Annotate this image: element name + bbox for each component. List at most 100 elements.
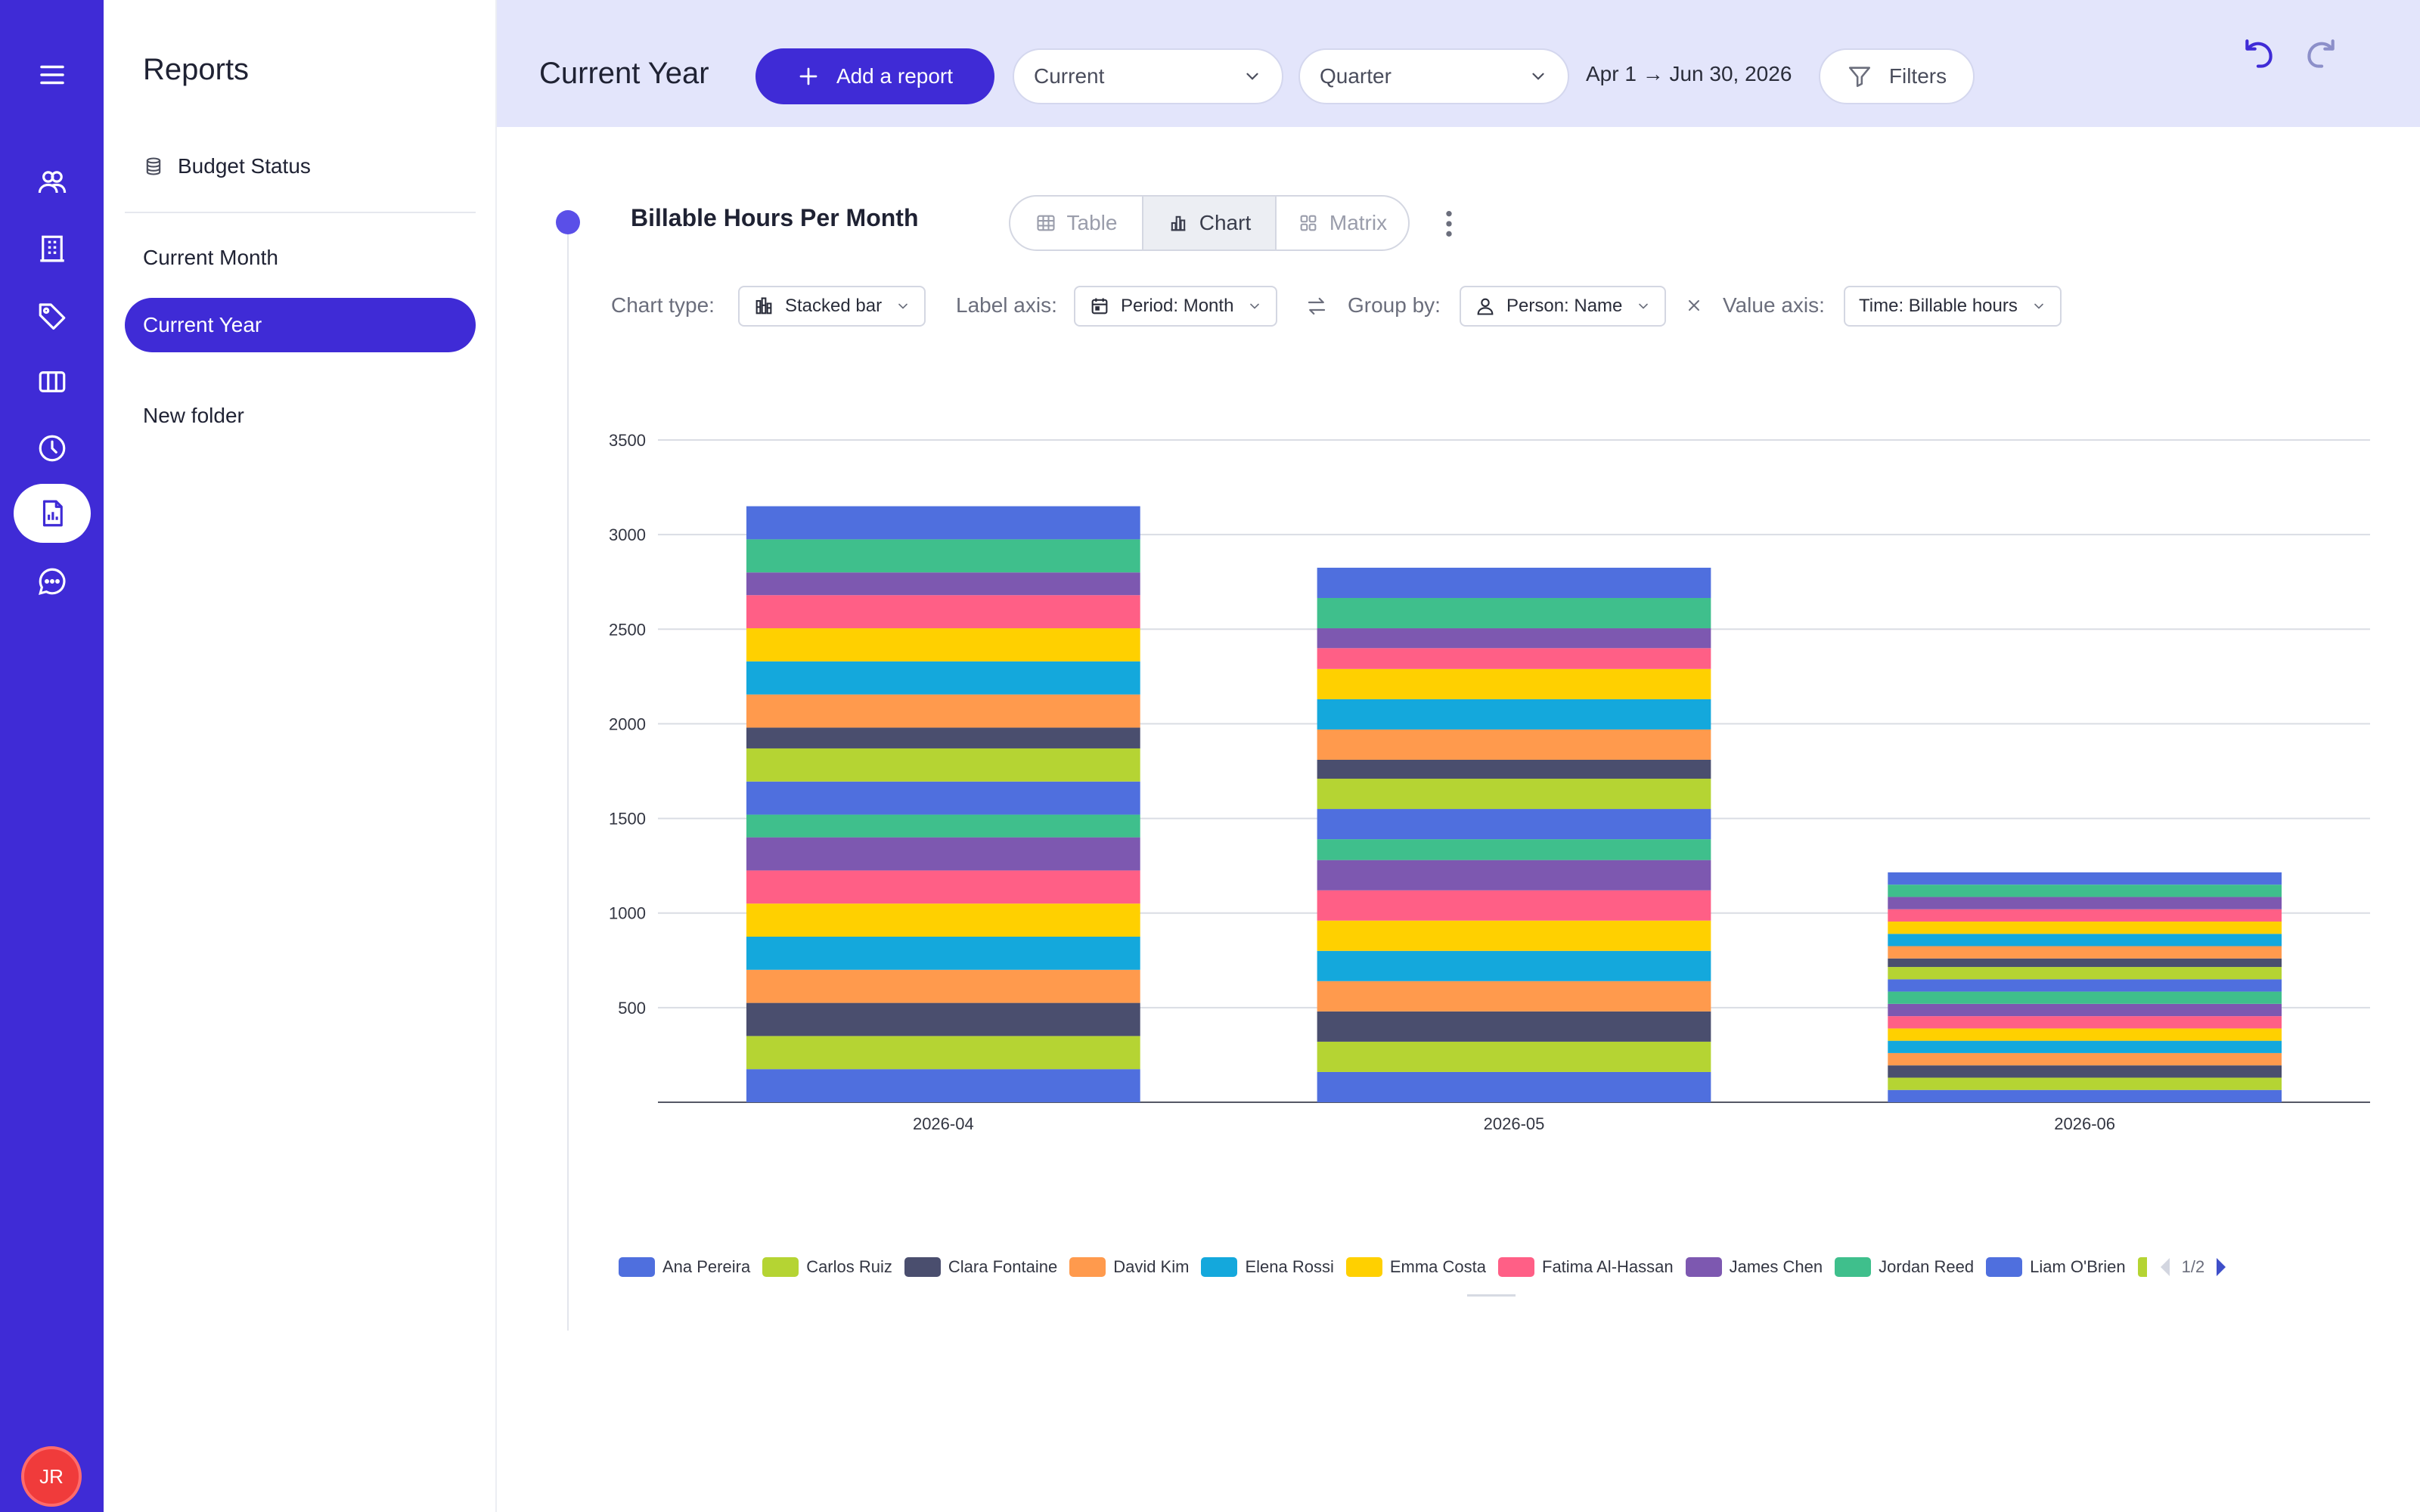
bar-segment — [1317, 890, 1711, 921]
building-icon[interactable] — [14, 219, 91, 278]
group-by-select[interactable]: Person: Name — [1460, 286, 1667, 327]
date-range: Apr 1 → Jun 30, 2026 — [1586, 62, 1792, 85]
bar-segment — [1888, 1089, 2282, 1102]
sidebar-item-new-folder[interactable]: New folder — [125, 389, 476, 443]
bar-segment — [746, 572, 1140, 596]
chart-type-select[interactable]: Stacked bar — [738, 286, 926, 327]
legend-next-icon[interactable] — [2214, 1256, 2229, 1278]
bar-segment — [1317, 950, 1711, 981]
legend-item[interactable]: Emma Costa — [1345, 1257, 1486, 1277]
bar-segment — [1888, 991, 2282, 1004]
stacked-bar-chart: 500 1000 1500 2000 2500 3000 3500 2026-04 2026-0… — [609, 431, 2370, 1133]
bar-segment — [1317, 699, 1711, 730]
bar-segment — [746, 1069, 1140, 1102]
legend-label: Clara Fontaine — [948, 1257, 1058, 1276]
sidebar-item-current-month[interactable]: Current Month — [125, 231, 476, 285]
legend-item[interactable]: James Chen — [1685, 1257, 1823, 1277]
legend-swatch — [762, 1257, 799, 1277]
tab-chart[interactable]: Chart — [1142, 197, 1277, 249]
bar-segment — [1888, 934, 2282, 947]
bar-segment — [1317, 597, 1711, 629]
legend-swatch — [1835, 1257, 1872, 1277]
value-axis-select[interactable]: Time: Billable hours — [1844, 286, 2062, 327]
plus-icon — [799, 67, 818, 85]
tag-icon[interactable] — [14, 286, 91, 345]
bar-segment — [1317, 779, 1711, 810]
add-report-button[interactable]: Add a report — [755, 48, 994, 104]
group-by-label: Group by: — [1348, 293, 1441, 317]
bar-segment — [746, 539, 1140, 573]
label-axis-value: Period: Month — [1121, 296, 1234, 316]
filters-label: Filters — [1888, 64, 1947, 88]
legend-label: Carlos Ruiz — [806, 1257, 892, 1276]
chevron-down-icon — [898, 303, 908, 309]
x-tick-label: 2026-06 — [2054, 1114, 2115, 1133]
legend-item[interactable]: Jordan Reed — [1835, 1257, 1974, 1277]
legend-swatch — [904, 1257, 941, 1277]
bar-segment — [1317, 567, 1711, 598]
bar-segment — [746, 1036, 1140, 1070]
bar-segment — [1888, 897, 2282, 909]
sidebar-item-label: Budget Status — [178, 154, 311, 178]
y-tick-label: 3000 — [609, 525, 646, 544]
legend-label: Ana Pereira — [662, 1257, 751, 1276]
legend-label: Emma Costa — [1389, 1257, 1486, 1276]
bar-segment — [1888, 921, 2282, 934]
chart-type-value: Stacked bar — [785, 296, 883, 316]
group-by-value: Person: Name — [1506, 296, 1623, 316]
bar-segment — [1888, 1065, 2282, 1078]
legend-label: Fatima Al-Hassan — [1542, 1257, 1674, 1276]
bar-segment — [1317, 920, 1711, 951]
report-icon[interactable] — [14, 484, 91, 543]
legend-item[interactable]: Elena Rossi — [1201, 1257, 1334, 1277]
bar-segment — [1888, 958, 2282, 968]
clear-group-by-icon[interactable] — [1685, 296, 1703, 314]
y-tick-label: 1500 — [609, 810, 646, 829]
legend-swatch — [1685, 1257, 1722, 1277]
bar-segment — [746, 661, 1140, 695]
more-options-icon[interactable] — [1441, 209, 1457, 239]
sidebar-item-budget-status[interactable]: Budget Status — [125, 139, 476, 194]
bar-segment — [1888, 1003, 2282, 1017]
legend-item[interactable]: Fatima Al-Hassan — [1498, 1257, 1674, 1277]
columns-icon[interactable] — [14, 352, 91, 411]
chat-icon[interactable] — [14, 552, 91, 611]
label-axis-select[interactable]: Period: Month — [1074, 286, 1278, 327]
tab-table[interactable]: Table — [1010, 197, 1142, 249]
legend-swatch — [2137, 1257, 2147, 1277]
avatar[interactable]: JR — [21, 1446, 82, 1507]
people-icon[interactable] — [14, 153, 91, 212]
y-tick-label: 500 — [618, 999, 646, 1018]
clock-icon[interactable] — [14, 419, 91, 478]
sidebar-item-label: Current Year — [143, 313, 262, 336]
redo-icon[interactable] — [2301, 36, 2339, 74]
filters-button[interactable]: Filters — [1819, 48, 1975, 104]
legend-prev-icon[interactable] — [2158, 1256, 2173, 1278]
timeline-dot — [556, 210, 580, 234]
legend-item[interactable]: Ana Pereira — [619, 1257, 750, 1277]
undo-icon[interactable] — [2241, 36, 2279, 74]
tab-matrix[interactable]: Matrix — [1277, 197, 1408, 249]
menu-icon[interactable] — [14, 45, 91, 104]
chart-legend: Ana Pereira Carlos Ruiz Clara Fontaine Davi… — [619, 1253, 2229, 1281]
timeline-line — [567, 234, 569, 1331]
legend-item[interactable]: Carlos Ruiz — [762, 1257, 892, 1277]
reports-sidebar: Reports Budget Status Current Month Curr… — [104, 0, 497, 1512]
grid-icon — [1300, 215, 1317, 231]
period-select[interactable]: Current — [1013, 48, 1283, 104]
granularity-select-value: Quarter — [1320, 64, 1392, 88]
bar-segment — [1317, 648, 1711, 669]
legend-item[interactable]: David Kim — [1069, 1257, 1189, 1277]
swap-axes-icon[interactable] — [1304, 295, 1329, 318]
legend-swatch — [619, 1257, 655, 1277]
bar-segment — [1317, 809, 1711, 840]
legend-swatch — [1201, 1257, 1238, 1277]
granularity-select[interactable]: Quarter — [1298, 48, 1569, 104]
sidebar-item-current-year[interactable]: Current Year — [125, 298, 476, 352]
legend-item[interactable]: Clara Fontaine — [904, 1257, 1057, 1277]
sidebar-item-label: Current Month — [143, 246, 278, 269]
tab-label: Matrix — [1329, 211, 1388, 234]
legend-item[interactable]: Liam O'Brien — [1986, 1257, 2126, 1277]
bar-segment — [746, 506, 1140, 540]
bar-segment — [1888, 1040, 2282, 1053]
